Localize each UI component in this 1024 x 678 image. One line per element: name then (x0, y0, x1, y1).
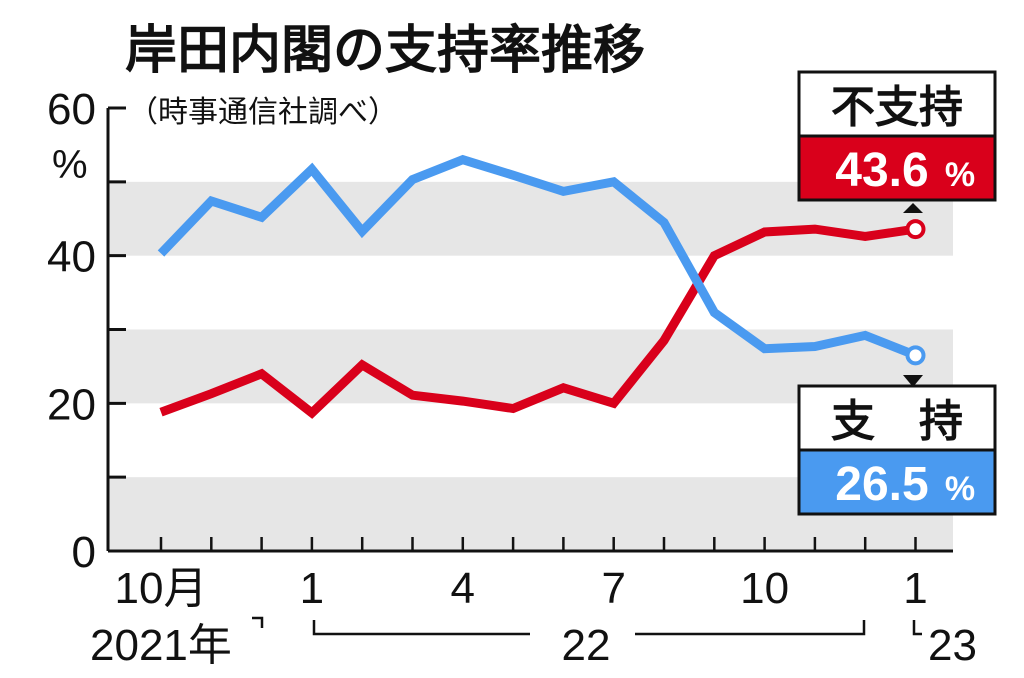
x-tick-label-9: 7 (601, 564, 625, 613)
disapproval-callout-value-box (797, 134, 997, 202)
year-label-2023: 23 (928, 621, 977, 670)
year-2022-bracket-right (635, 620, 866, 636)
y-tick-label-0: 0 (72, 528, 96, 577)
callouts: 不支持 43.6 % 支 持 26.5 % (797, 70, 997, 516)
x-tick-label-0: 10月 (115, 564, 208, 613)
year-2023-bracket (912, 620, 922, 636)
x-tick-label-12: 10 (740, 564, 789, 613)
year-label-2021: 2021年 (90, 621, 232, 670)
series-lines (157, 154, 926, 419)
series-line-1 (157, 154, 918, 360)
axes: 0 20 40 60 10月 1 4 7 10 1 (47, 85, 953, 613)
series-0-end-point (905, 219, 926, 240)
chart-source: （時事通信社調べ） (128, 95, 398, 130)
x-tick-label-3: 1 (300, 564, 324, 613)
approval-callout-pointer (903, 375, 923, 387)
chart-title: 岸田内閣の支持率推移 (125, 21, 645, 81)
y-tick-label-20: 20 (47, 380, 96, 429)
disapproval-callout-label: 不支持 (831, 82, 963, 133)
series-1-end-point (905, 345, 926, 366)
disapproval-callout-pointer (903, 203, 923, 213)
disapproval-callout-value: 43.6 (835, 144, 928, 197)
year-2022-bracket-left (312, 620, 530, 636)
y-unit-label: % (52, 143, 88, 187)
y-tick-label-60: 60 (47, 85, 96, 134)
year-label-2022: 22 (562, 621, 611, 670)
chart-text: 岸田内閣の支持率推移 （時事通信社調べ） % 2021年 22 23 (52, 21, 977, 670)
year-2021-bracket (252, 616, 264, 628)
x-tick-label-6: 4 (451, 564, 475, 613)
approval-callout-value: 26.5 (835, 458, 928, 511)
approval-callout-label: 支 持 (831, 396, 963, 447)
approval-callout-unit: % (945, 470, 975, 508)
series-line-0 (159, 224, 917, 419)
y-tick-label-40: 40 (47, 233, 96, 282)
approval-callout-value-box (797, 448, 997, 516)
x-tick-label-15: 1 (903, 564, 927, 613)
disapproval-callout-unit: % (945, 156, 975, 194)
